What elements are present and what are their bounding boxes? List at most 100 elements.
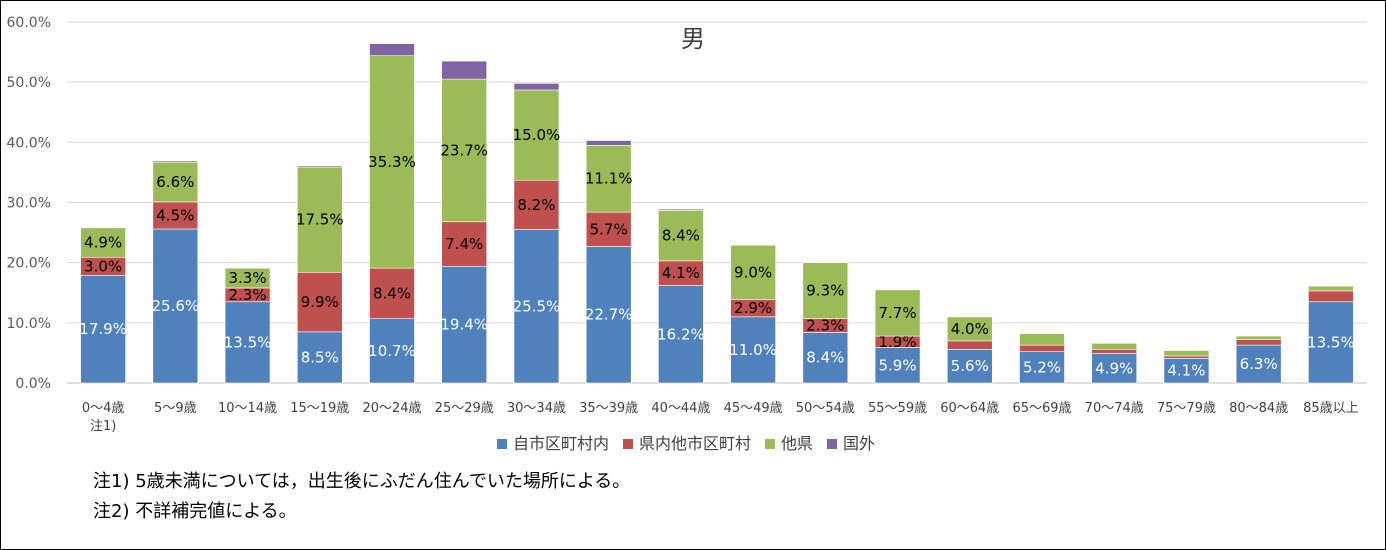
data-label: 8.4% [806, 349, 844, 367]
x-tick-label: 45～49歳 [724, 401, 783, 416]
y-tick-label: 10.0% [7, 316, 51, 332]
data-label: 13.5% [1307, 333, 1355, 351]
x-tick-label: 50～54歳 [796, 401, 855, 416]
bar-segment [585, 145, 632, 213]
x-tick-label: 35～39歳 [579, 401, 638, 416]
bar-segment [441, 265, 488, 384]
bar-segment [80, 227, 126, 258]
bar-segment [730, 244, 776, 246]
bar-segment [1235, 344, 1282, 384]
x-tick-label: 65～69歳 [1012, 401, 1071, 416]
data-label: 19.4% [440, 316, 488, 334]
bar-segment [1308, 290, 1354, 303]
bar-segment [874, 289, 921, 337]
data-label: 5.2% [1023, 358, 1061, 376]
x-tick-label: 80～84歳 [1229, 401, 1288, 416]
note-2: 注2) 不詳補完値による。 [93, 501, 297, 522]
bar-segment [369, 267, 415, 319]
x-tick-label: 85歳以上 [1303, 401, 1359, 416]
bar-segment [513, 89, 560, 181]
data-label: 11.0% [729, 341, 777, 359]
data-label: 35.3% [368, 153, 416, 171]
data-label: 7.7% [879, 304, 917, 322]
bar-segment [152, 228, 199, 384]
y-tick-label: 40.0% [7, 135, 51, 151]
data-label: 2.3% [806, 317, 844, 335]
data-label: 8.2% [517, 196, 555, 214]
bar-segment [585, 140, 632, 146]
bar-segment [80, 226, 126, 229]
bar-segment [946, 340, 993, 350]
data-label: 13.5% [224, 333, 272, 351]
bar-segment [946, 315, 993, 318]
bar-segment [296, 271, 343, 333]
data-label: 4.1% [662, 264, 700, 282]
x-tick-label: 0～4歳 [82, 401, 125, 416]
data-label: 9.9% [301, 293, 339, 311]
data-label: 9.0% [734, 263, 772, 281]
data-label: 5.9% [879, 356, 917, 374]
x-tick-label: 60～64歳 [940, 401, 999, 416]
data-label: 5.6% [951, 357, 989, 375]
bar-segment [1091, 353, 1138, 384]
data-label: 15.0% [513, 126, 561, 144]
data-label: 8.4% [373, 284, 411, 302]
data-label: 4.0% [951, 320, 989, 338]
data-label: 23.7% [440, 141, 488, 159]
legend-swatch [765, 439, 775, 449]
legend-label: 他県 [781, 434, 813, 453]
data-label: 17.5% [296, 211, 344, 229]
bar-segment [874, 347, 921, 384]
bar-segment [1019, 332, 1065, 334]
bar-segment [1235, 339, 1282, 346]
x-tick-label: 25～29歳 [435, 401, 494, 416]
bar-segment [1163, 350, 1210, 357]
x-tick-label: 注1) [90, 419, 116, 434]
bar-segment [802, 261, 849, 263]
bar-segment [441, 221, 488, 267]
data-label: 10.7% [368, 342, 416, 360]
legend-swatch [827, 439, 837, 449]
x-tick-label: 75～79歳 [1157, 401, 1216, 416]
y-tick-label: 30.0% [7, 196, 51, 212]
data-label: 1.9% [879, 333, 917, 351]
data-label: 4.9% [1095, 359, 1133, 377]
bar-segment [1235, 335, 1282, 340]
bar-segment [513, 83, 560, 91]
data-label: 16.2% [657, 325, 705, 343]
x-tick-label: 10～14歳 [218, 401, 277, 416]
bar-segment [946, 316, 993, 342]
bar-segment [730, 316, 776, 384]
legend-label: 自市区町村内 [513, 434, 609, 453]
bar-segment [658, 210, 704, 262]
legend-swatch [623, 439, 633, 449]
bar-segment [441, 60, 488, 80]
x-tick-label: 40～44歳 [651, 401, 710, 416]
data-label: 25.5% [513, 297, 561, 315]
x-tick-label: 5～9歳 [154, 401, 197, 416]
bar-segment [1019, 351, 1065, 384]
bar-segment [369, 55, 415, 269]
bar-segment [296, 165, 343, 168]
x-tick-label: 70～74歳 [1085, 401, 1144, 416]
bar-segment [224, 267, 271, 269]
bar-segment [730, 244, 776, 300]
data-label: 6.6% [156, 173, 194, 191]
data-label: 5.7% [590, 220, 628, 238]
bar-segment [1091, 342, 1138, 350]
bar-segment [80, 275, 126, 384]
data-label: 7.4% [445, 235, 483, 253]
bar-segment [802, 262, 849, 319]
bar-segment [658, 260, 704, 286]
data-label: 25.6% [152, 297, 200, 315]
bar-segment [152, 201, 199, 230]
legend-label: 国外 [843, 434, 875, 453]
data-label: 22.7% [585, 306, 633, 324]
data-label: 6.3% [1240, 355, 1278, 373]
x-tick-label: 30～34歳 [507, 401, 566, 416]
data-label: 11.1% [585, 170, 633, 188]
data-label: 17.9% [79, 320, 127, 338]
x-tick-label: 15～19歳 [290, 401, 349, 416]
data-label: 8.5% [301, 348, 339, 366]
